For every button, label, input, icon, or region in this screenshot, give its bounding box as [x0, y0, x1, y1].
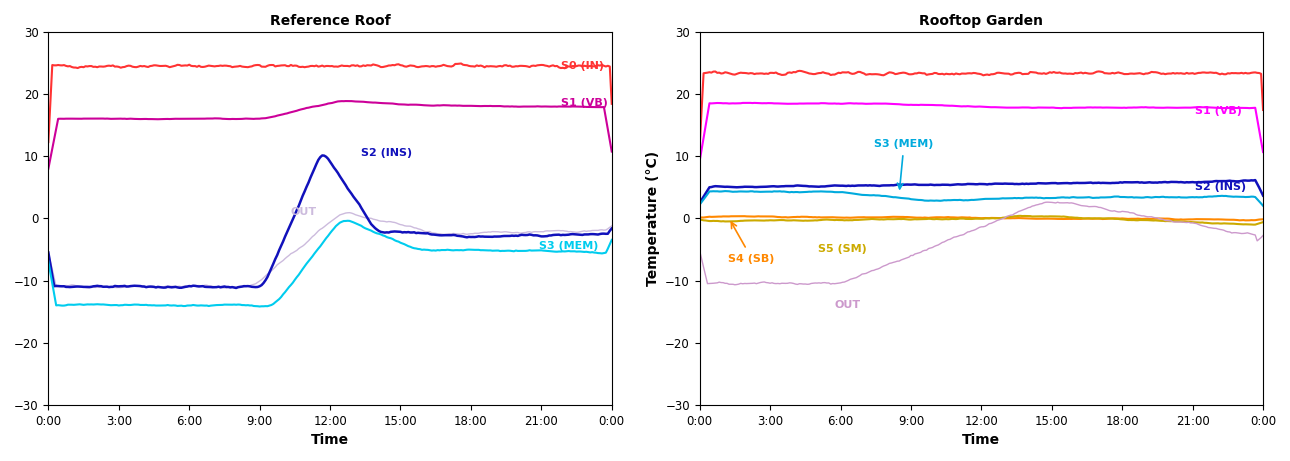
Title: Reference Roof: Reference Roof: [270, 14, 391, 28]
X-axis label: Time: Time: [311, 433, 350, 447]
Text: S0 (IN): S0 (IN): [561, 61, 604, 71]
X-axis label: Time: Time: [962, 433, 1001, 447]
Text: S1 (VB): S1 (VB): [561, 98, 608, 108]
Text: OUT: OUT: [835, 301, 860, 310]
Text: S5 (SM): S5 (SM): [818, 244, 867, 254]
Text: S2 (INS): S2 (INS): [1196, 182, 1246, 192]
Text: S2 (INS): S2 (INS): [361, 148, 413, 158]
Text: S3 (MEM): S3 (MEM): [875, 139, 934, 149]
Text: S3 (MEM): S3 (MEM): [538, 241, 597, 251]
Y-axis label: Temperature (°C): Temperature (°C): [645, 151, 659, 286]
Text: OUT: OUT: [290, 207, 317, 217]
Text: S1 (VB): S1 (VB): [1196, 106, 1242, 117]
Title: Rooftop Garden: Rooftop Garden: [920, 14, 1044, 28]
Text: S4 (SB): S4 (SB): [728, 254, 774, 264]
